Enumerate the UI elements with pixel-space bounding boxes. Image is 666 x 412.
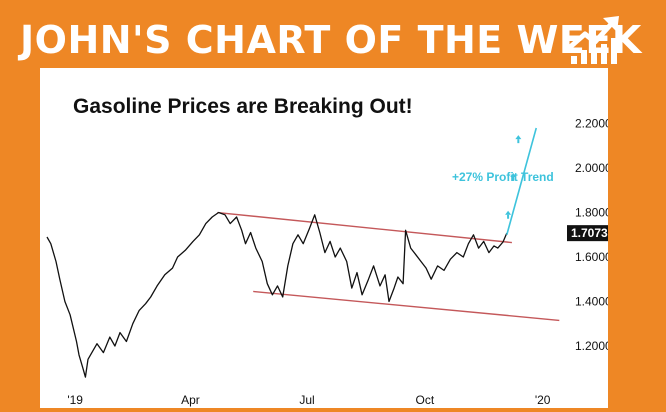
x-tick-label: Oct xyxy=(415,393,434,407)
up-arrow-icon xyxy=(510,172,517,181)
up-arrow-icon xyxy=(505,210,512,219)
profit-trend-line xyxy=(506,127,538,235)
x-tick-label: '20 xyxy=(535,393,551,407)
price-line xyxy=(46,211,508,378)
y-tick-label: 1.6000 xyxy=(575,250,608,264)
y-tick-label: 2.2000 xyxy=(575,117,608,131)
annotation-label: +27% Profit Trend xyxy=(452,170,554,184)
y-tick-label: 1.8000 xyxy=(575,206,608,220)
x-tick-label: Jul xyxy=(299,393,314,407)
y-tick-label: 2.0000 xyxy=(575,161,608,175)
channel-line-upper xyxy=(217,211,512,244)
up-arrow-icon xyxy=(515,135,522,144)
growth-chart-icon xyxy=(566,16,619,64)
chart-panel: Gasoline Prices are Breaking Out! +27% P… xyxy=(40,68,608,408)
x-tick-label: '19 xyxy=(67,393,83,407)
price-chart: Gasoline Prices are Breaking Out! +27% P… xyxy=(46,95,608,407)
y-tick-label: 1.2000 xyxy=(575,339,608,353)
y-tick-label: 1.4000 xyxy=(575,294,608,308)
last-value-label: 1.7073 xyxy=(571,226,608,240)
channel-line-lower xyxy=(253,290,560,322)
last-value-badge: 1.7073 xyxy=(567,225,608,242)
banner-title: JOHN'S CHART OF THE WEEK xyxy=(20,18,642,62)
chart-title: Gasoline Prices are Breaking Out! xyxy=(73,95,413,118)
x-tick-label: Apr xyxy=(181,393,200,407)
